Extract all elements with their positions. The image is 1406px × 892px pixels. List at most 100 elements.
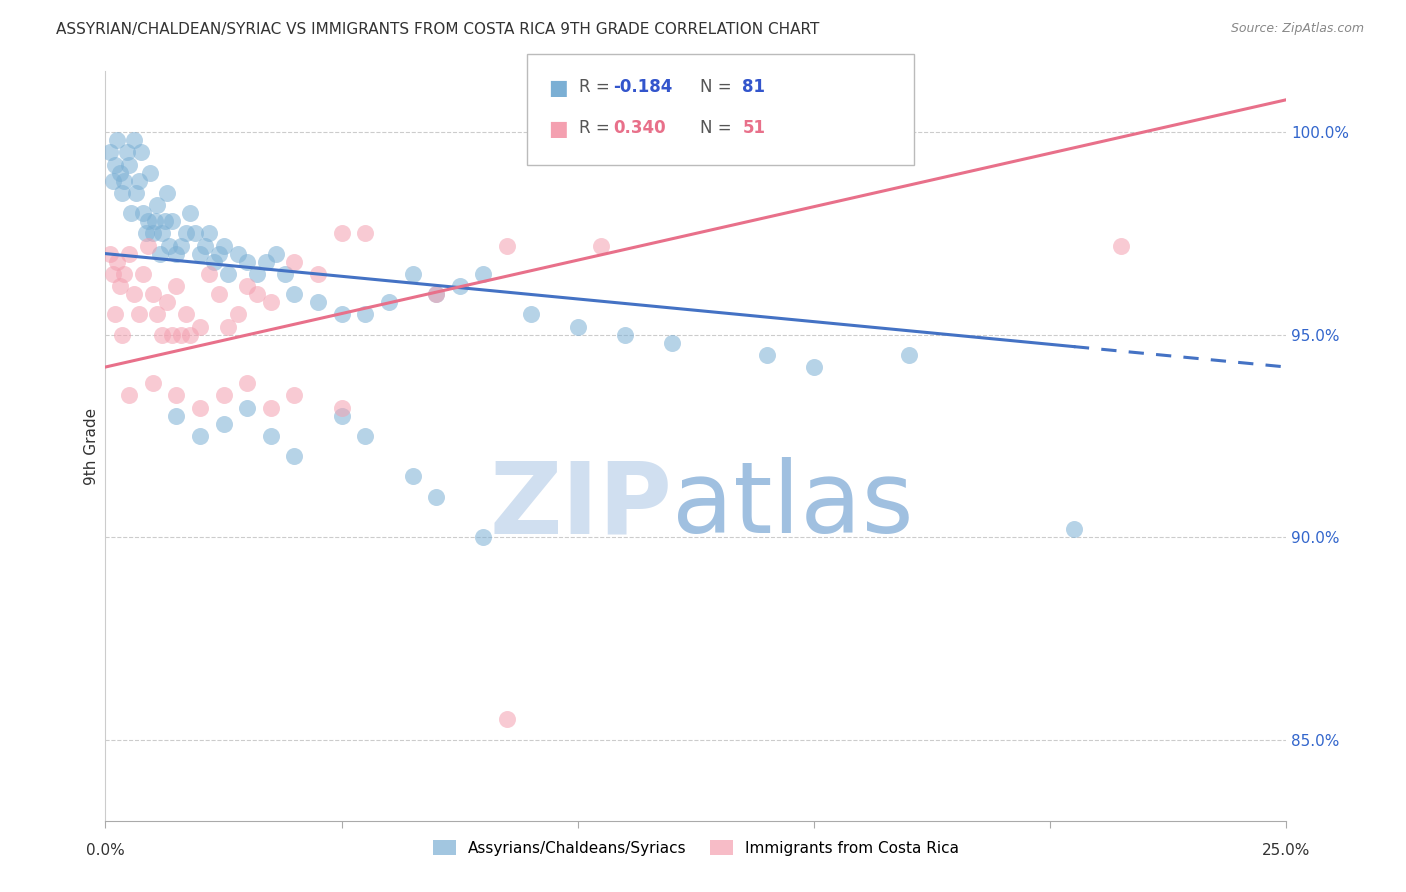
Point xyxy=(112,174,135,188)
Text: ZIP: ZIP xyxy=(489,458,672,555)
Point xyxy=(307,267,329,281)
Point xyxy=(105,133,128,147)
Point xyxy=(330,409,353,423)
Point xyxy=(125,186,148,200)
Point xyxy=(135,227,157,241)
Point xyxy=(283,388,305,402)
Point xyxy=(153,214,176,228)
Point xyxy=(330,401,353,415)
Point xyxy=(115,145,138,160)
Text: 0.340: 0.340 xyxy=(613,119,665,136)
Point xyxy=(1109,238,1132,252)
Point xyxy=(591,238,613,252)
Point xyxy=(614,327,637,342)
Point xyxy=(160,327,183,342)
Point xyxy=(354,227,377,241)
Text: 0.0%: 0.0% xyxy=(86,843,125,858)
Text: 81: 81 xyxy=(742,78,765,95)
Point xyxy=(101,267,124,281)
Text: 25.0%: 25.0% xyxy=(1263,843,1310,858)
Point xyxy=(307,295,329,310)
Point xyxy=(378,295,401,310)
Point xyxy=(212,388,235,402)
Point xyxy=(179,327,201,342)
Point xyxy=(354,429,377,443)
Point xyxy=(170,327,193,342)
Point xyxy=(104,157,127,171)
Text: R =: R = xyxy=(579,78,616,95)
Point xyxy=(136,238,159,252)
Point xyxy=(217,267,239,281)
Point xyxy=(425,490,447,504)
Point xyxy=(330,307,353,321)
Text: ASSYRIAN/CHALDEAN/SYRIAC VS IMMIGRANTS FROM COSTA RICA 9TH GRADE CORRELATION CHA: ASSYRIAN/CHALDEAN/SYRIAC VS IMMIGRANTS F… xyxy=(56,22,820,37)
Point xyxy=(254,254,277,268)
Point xyxy=(179,206,201,220)
Point xyxy=(165,279,187,293)
Point xyxy=(142,227,165,241)
Point xyxy=(1063,522,1085,536)
Point xyxy=(150,227,173,241)
Point xyxy=(236,279,259,293)
Point xyxy=(129,145,152,160)
Point xyxy=(98,246,121,260)
Point xyxy=(118,388,141,402)
Point xyxy=(198,267,221,281)
Point xyxy=(156,295,179,310)
Point xyxy=(174,227,197,241)
Text: atlas: atlas xyxy=(672,458,914,555)
Text: N =: N = xyxy=(700,119,737,136)
Point xyxy=(208,287,231,301)
Point xyxy=(897,348,920,362)
Point xyxy=(246,287,269,301)
Legend: Assyrians/Chaldeans/Syriacs, Immigrants from Costa Rica: Assyrians/Chaldeans/Syriacs, Immigrants … xyxy=(427,833,965,862)
Text: -0.184: -0.184 xyxy=(613,78,672,95)
Point xyxy=(425,287,447,301)
Point xyxy=(401,267,423,281)
Point xyxy=(217,319,239,334)
Point xyxy=(567,319,589,334)
Point xyxy=(425,287,447,301)
Point xyxy=(401,469,423,483)
Point xyxy=(264,246,287,260)
Y-axis label: 9th Grade: 9th Grade xyxy=(83,408,98,484)
Point xyxy=(188,401,211,415)
Point xyxy=(212,417,235,431)
Point xyxy=(519,307,541,321)
Point xyxy=(236,376,259,391)
Point xyxy=(354,307,377,321)
Text: ■: ■ xyxy=(548,119,568,138)
Point xyxy=(142,287,165,301)
Point xyxy=(122,133,145,147)
Point xyxy=(274,267,297,281)
Point xyxy=(142,376,165,391)
Point xyxy=(105,254,128,268)
Point xyxy=(246,267,269,281)
Point xyxy=(165,388,187,402)
Text: ■: ■ xyxy=(548,78,568,97)
Point xyxy=(472,530,495,544)
Point xyxy=(188,246,211,260)
Point xyxy=(136,214,159,228)
Point xyxy=(146,307,169,321)
Point xyxy=(188,429,211,443)
Point xyxy=(449,279,471,293)
Point xyxy=(139,166,162,180)
Point xyxy=(174,307,197,321)
Point xyxy=(260,401,283,415)
Point xyxy=(260,429,283,443)
Point xyxy=(108,166,131,180)
Point xyxy=(226,307,249,321)
Point xyxy=(132,267,155,281)
Point xyxy=(661,335,683,350)
Point xyxy=(803,359,825,374)
Point xyxy=(101,174,124,188)
Point xyxy=(194,238,217,252)
Point xyxy=(188,319,211,334)
Point xyxy=(128,307,150,321)
Text: R =: R = xyxy=(579,119,616,136)
Point xyxy=(236,401,259,415)
Point xyxy=(472,267,495,281)
Point xyxy=(170,238,193,252)
Text: Source: ZipAtlas.com: Source: ZipAtlas.com xyxy=(1230,22,1364,36)
